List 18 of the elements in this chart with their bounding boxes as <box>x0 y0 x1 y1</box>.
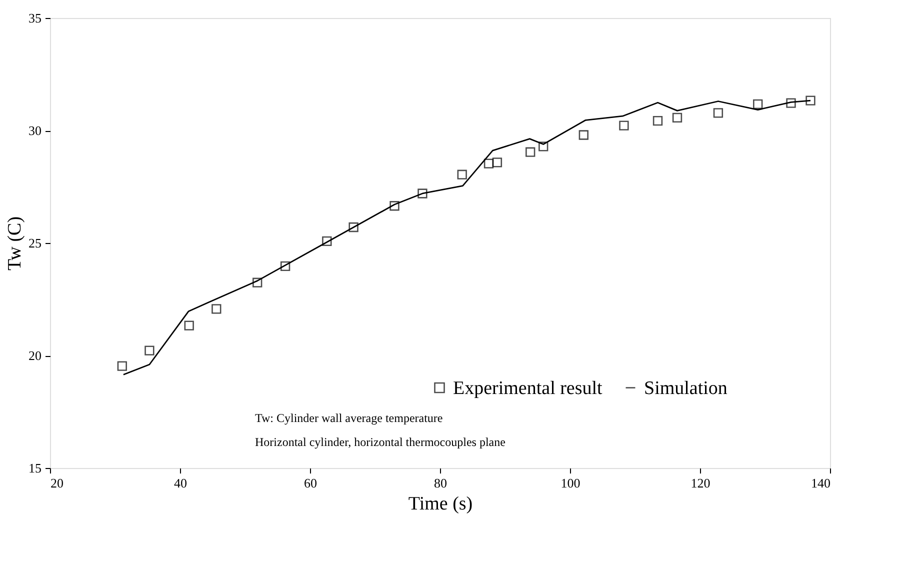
legend-label: Simulation <box>644 378 728 399</box>
y-tick-label: 30 <box>28 123 42 138</box>
y-tick-label: 25 <box>28 236 42 250</box>
x-axis-title: Time (s) <box>408 494 473 514</box>
x-tick-label: 140 <box>811 476 830 490</box>
legend-label: Experimental result <box>453 378 604 399</box>
y-axis-title: Tw (C) <box>4 216 26 271</box>
x-tick-label: 20 <box>50 476 64 490</box>
x-tick-label: 60 <box>304 476 317 490</box>
x-tick-label: 80 <box>434 476 447 490</box>
annotation: Horizontal cylinder, horizontal thermocouples plane <box>255 435 506 449</box>
annotation: Tw: Cylinder wall average temperature <box>255 411 443 425</box>
x-tick-label: 40 <box>174 476 187 490</box>
y-tick-label: 20 <box>28 348 42 363</box>
y-tick-label: 15 <box>28 460 42 476</box>
y-tick-label: 35 <box>28 10 42 26</box>
x-tick-label: 120 <box>690 476 710 490</box>
x-tick-label: 100 <box>560 476 580 490</box>
